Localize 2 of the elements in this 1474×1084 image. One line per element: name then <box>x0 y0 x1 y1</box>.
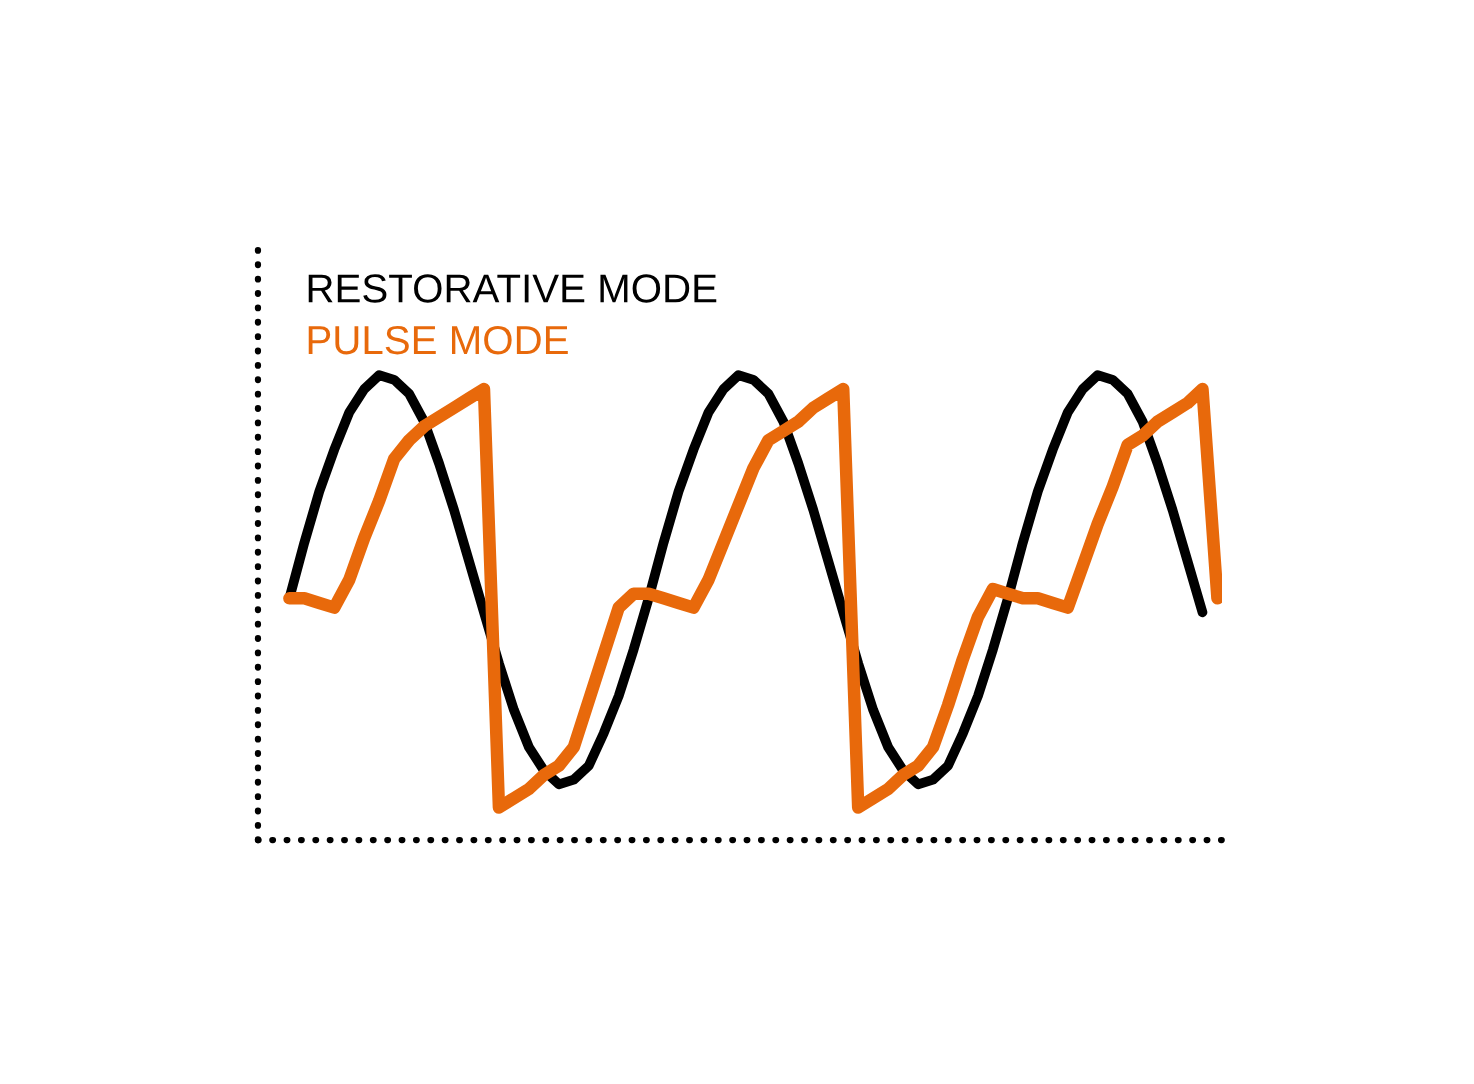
series-label: PULSE MODE <box>308 325 568 355</box>
series-label: RESTORATIVE MODE <box>308 274 717 303</box>
